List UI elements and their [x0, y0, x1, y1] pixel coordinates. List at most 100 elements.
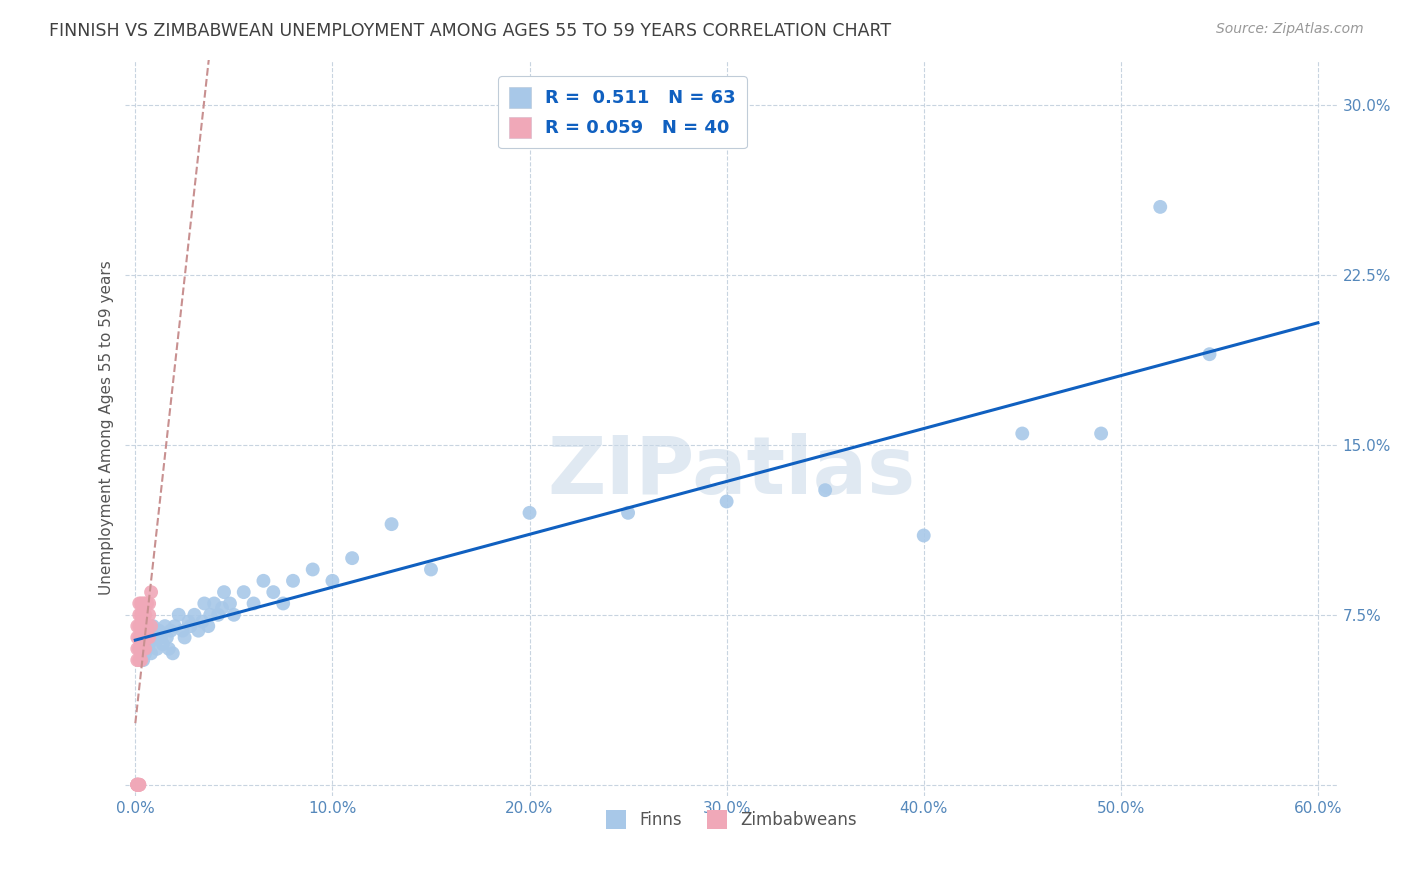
Point — [156, 631, 179, 645]
Point — [187, 624, 209, 638]
Point — [132, 607, 155, 622]
Text: Source: ZipAtlas.com: Source: ZipAtlas.com — [1216, 22, 1364, 37]
Point — [321, 574, 343, 588]
Point — [262, 585, 284, 599]
Point — [134, 646, 156, 660]
Point — [127, 778, 149, 792]
Point — [139, 619, 162, 633]
Point — [202, 597, 225, 611]
Point — [252, 574, 274, 588]
Text: FINNISH VS ZIMBABWEAN UNEMPLOYMENT AMONG AGES 55 TO 59 YEARS CORRELATION CHART: FINNISH VS ZIMBABWEAN UNEMPLOYMENT AMONG… — [49, 22, 891, 40]
Point — [128, 653, 150, 667]
Point — [127, 778, 149, 792]
Point — [132, 631, 155, 645]
Point — [138, 607, 160, 622]
Point — [136, 619, 159, 633]
Y-axis label: Unemployment Among Ages 55 to 59 years: Unemployment Among Ages 55 to 59 years — [100, 260, 114, 595]
Point — [380, 517, 402, 532]
Point — [127, 631, 149, 645]
Point — [242, 597, 264, 611]
Point — [193, 597, 215, 611]
Point — [157, 641, 180, 656]
Point — [129, 641, 152, 656]
Point — [127, 778, 149, 792]
Point — [167, 607, 190, 622]
Point — [519, 506, 541, 520]
Point — [617, 506, 640, 520]
Point — [1149, 200, 1171, 214]
Point — [134, 637, 156, 651]
Point — [138, 624, 160, 638]
Point — [814, 483, 837, 498]
Point — [129, 637, 152, 651]
Point — [138, 597, 160, 611]
Point — [128, 778, 150, 792]
Point — [138, 631, 160, 645]
Point — [173, 631, 195, 645]
Point — [139, 646, 162, 660]
Point — [128, 619, 150, 633]
Point — [132, 641, 155, 656]
Point — [134, 641, 156, 656]
Point — [129, 631, 152, 645]
Point — [159, 624, 181, 638]
Point — [420, 562, 443, 576]
Point — [219, 597, 242, 611]
Point — [127, 641, 149, 656]
Point — [271, 597, 294, 611]
Text: ZIPatlas: ZIPatlas — [547, 433, 915, 511]
Point — [1198, 347, 1220, 361]
Point — [912, 528, 935, 542]
Point — [132, 631, 155, 645]
Point — [132, 597, 155, 611]
Point — [136, 597, 159, 611]
Point — [128, 778, 150, 792]
Point — [212, 585, 235, 599]
Point — [139, 585, 162, 599]
Point — [232, 585, 254, 599]
Point — [197, 619, 219, 633]
Point — [128, 778, 150, 792]
Point — [129, 653, 152, 667]
Point — [177, 615, 200, 629]
Point — [134, 597, 156, 611]
Point — [129, 607, 152, 622]
Point — [149, 631, 172, 645]
Point — [128, 597, 150, 611]
Point — [146, 641, 169, 656]
Point — [128, 631, 150, 645]
Point — [222, 607, 245, 622]
Point — [132, 641, 155, 656]
Point — [153, 619, 176, 633]
Point — [132, 653, 155, 667]
Point — [281, 574, 304, 588]
Legend: Finns, Zimbabweans: Finns, Zimbabweans — [599, 803, 863, 836]
Point — [127, 778, 149, 792]
Point — [136, 641, 159, 656]
Point — [127, 778, 149, 792]
Point — [128, 641, 150, 656]
Point — [152, 637, 174, 651]
Point — [139, 631, 162, 645]
Point — [143, 631, 166, 645]
Point — [129, 646, 152, 660]
Point — [134, 631, 156, 645]
Point — [148, 624, 170, 638]
Point — [134, 607, 156, 622]
Point — [127, 653, 149, 667]
Point — [1090, 426, 1112, 441]
Point — [162, 646, 184, 660]
Point — [129, 597, 152, 611]
Point — [128, 641, 150, 656]
Point — [716, 494, 738, 508]
Point — [180, 619, 202, 633]
Point — [138, 637, 160, 651]
Point — [191, 615, 214, 629]
Point — [163, 619, 186, 633]
Point — [211, 601, 233, 615]
Point — [301, 562, 323, 576]
Point — [183, 607, 205, 622]
Point — [172, 624, 194, 638]
Point — [128, 607, 150, 622]
Point — [127, 619, 149, 633]
